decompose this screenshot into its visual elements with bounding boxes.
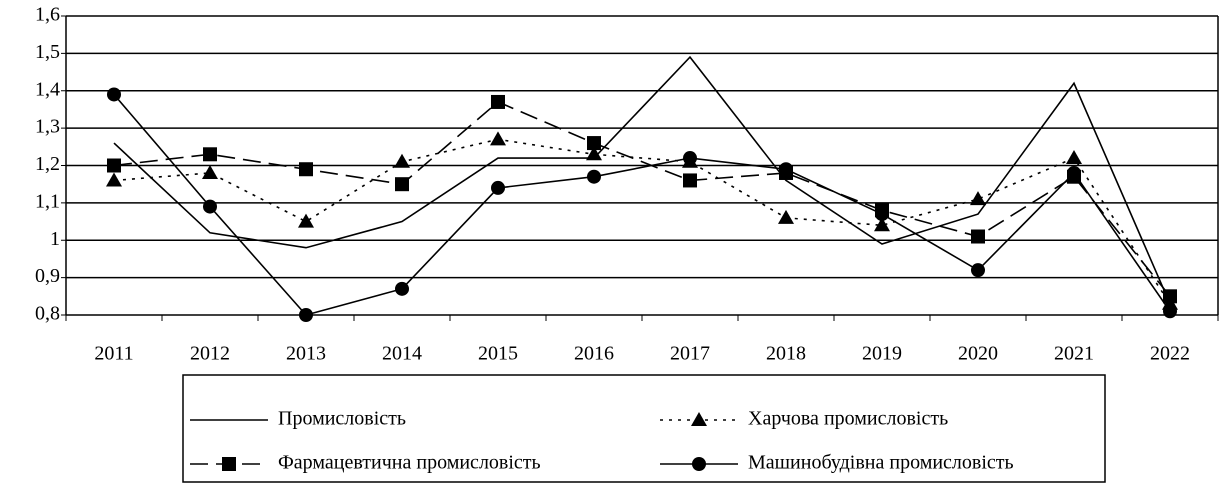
x-tick-label: 2015: [478, 343, 518, 365]
y-tick-label: 1,1: [35, 190, 60, 212]
point: [1163, 289, 1177, 304]
x-tick-label: 2020: [958, 343, 998, 365]
x-tick-label: 2019: [862, 343, 902, 365]
x-tick-label: 2021: [1054, 343, 1094, 365]
y-tick-label: 1,3: [35, 116, 60, 138]
y-tick-label: 0,9: [35, 265, 60, 287]
x-tick-label: 2017: [670, 343, 710, 365]
point: [203, 199, 217, 214]
x-tick-label: 2013: [286, 343, 326, 365]
point: [106, 172, 122, 187]
point: [587, 169, 601, 184]
series-line: [113, 93, 1171, 316]
point: [586, 146, 602, 161]
legend-marker: [691, 412, 707, 426]
y-tick-label: 1,4: [35, 78, 60, 100]
y-tick-label: 1,5: [35, 41, 60, 63]
point: [1163, 304, 1177, 319]
y-tick-label: 0,8: [35, 303, 60, 325]
point: [490, 131, 506, 146]
point: [778, 209, 794, 224]
point: [299, 308, 313, 322]
series-line: [113, 101, 1171, 297]
point: [107, 87, 121, 102]
point: [1067, 165, 1081, 180]
x-tick-label: 2012: [190, 343, 230, 365]
legend-label: Харчова промисловість: [748, 408, 948, 430]
point: [395, 281, 409, 296]
point: [491, 180, 505, 195]
legend-marker: [692, 457, 706, 471]
x-tick-label: 2018: [766, 343, 806, 365]
point: [587, 136, 601, 151]
point: [1066, 150, 1082, 165]
point: [394, 153, 410, 168]
x-tick-label: 2011: [94, 343, 133, 365]
point: [971, 263, 985, 278]
point: [107, 158, 121, 173]
point: [875, 207, 889, 222]
point: [298, 213, 314, 228]
point: [202, 164, 218, 179]
point: [491, 94, 505, 109]
x-tick-label: 2022: [1150, 343, 1190, 365]
point: [971, 229, 985, 244]
legend-label: Машинобудівна промисловість: [748, 452, 1014, 474]
legend-label: Промисловість: [278, 408, 406, 430]
point: [683, 173, 697, 188]
point: [970, 191, 986, 206]
y-tick-label: 1: [50, 228, 60, 250]
x-tick-label: 2014: [382, 343, 422, 365]
series-line: [113, 138, 1171, 305]
point: [874, 217, 890, 232]
legend-marker: [222, 457, 236, 471]
legend-box: [182, 374, 1106, 483]
series-line: [113, 55, 1171, 305]
point: [683, 151, 697, 166]
point: [779, 162, 793, 177]
point: [395, 177, 409, 192]
y-tick-label: 1,6: [35, 4, 60, 26]
legend-label: Фармацевтична промисловість: [278, 452, 541, 474]
point: [299, 162, 313, 177]
x-tick-label: 2016: [574, 343, 614, 365]
point: [203, 147, 217, 162]
y-tick-label: 1,2: [35, 153, 60, 175]
